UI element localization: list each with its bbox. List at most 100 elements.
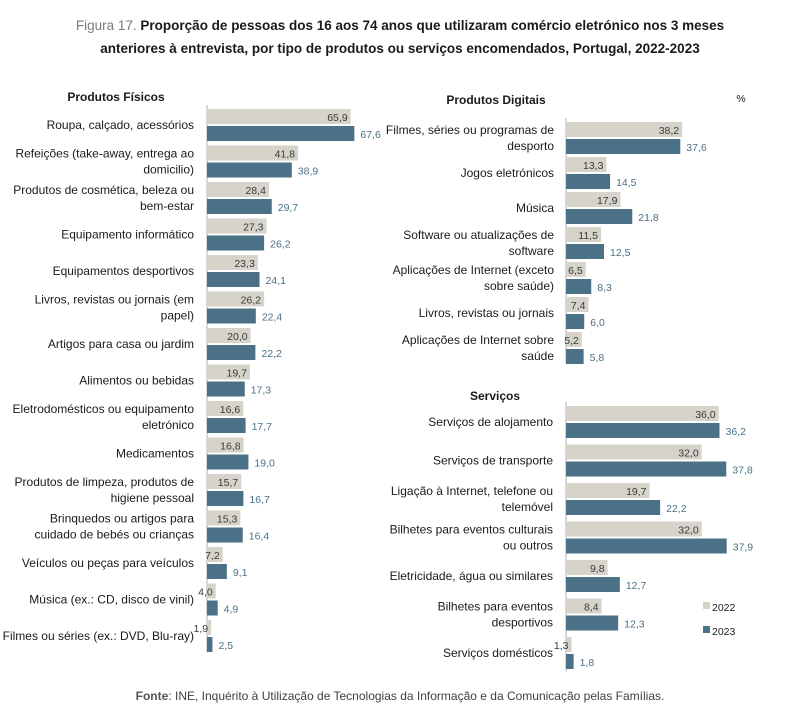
data-label-2022: 1,9 (194, 623, 209, 635)
category-label: higiene pessoal (111, 491, 194, 505)
category-label: Ligação à Internet, telefone ou (391, 484, 553, 498)
bar-2023 (566, 174, 611, 189)
figure-title: Figura 17. Proporção de pessoas dos 16 a… (20, 14, 780, 60)
data-label-2023: 36,2 (725, 426, 746, 438)
bar-2022 (207, 620, 212, 635)
category-label: eletrónico (142, 418, 194, 432)
bar-2022 (207, 437, 244, 453)
bar-2022 (566, 122, 683, 137)
data-label-2023: 16,4 (249, 531, 270, 543)
category-label: Brinquedos ou artigos para (50, 512, 194, 526)
bar-2023 (566, 654, 574, 669)
bar-2023 (566, 500, 661, 515)
unit-label: % (736, 93, 745, 105)
category-label: Equipamentos desportivos (53, 264, 194, 278)
data-label-2022: 9,8 (590, 563, 605, 575)
panel-title-1: Produtos Físicos (67, 90, 165, 104)
data-label-2022: 20,0 (227, 331, 248, 343)
bar-2022 (207, 364, 250, 380)
data-label-2023: 38,9 (298, 166, 319, 178)
data-label-2022: 26,2 (241, 295, 262, 307)
data-label-2023: 14,5 (616, 177, 637, 189)
category-label: Filmes, séries ou programas de (386, 123, 554, 137)
bar-2023 (207, 491, 244, 506)
data-label-2022: 13,3 (583, 160, 604, 172)
bar-2023 (566, 139, 681, 154)
category-label: Música (516, 201, 554, 215)
bar-2023 (566, 314, 585, 329)
bar-2022 (566, 598, 602, 614)
category-label: Bilhetes para eventos (438, 600, 553, 614)
category-label: Filmes ou séries (ex.: DVD, Blu-ray) (3, 629, 194, 643)
legend-label-2022: 2022 (712, 602, 736, 614)
data-label-2023: 37,6 (686, 142, 707, 154)
data-label-2022: 36,0 (695, 409, 716, 421)
data-label-2023: 24,1 (266, 275, 287, 287)
data-label-2022: 32,0 (678, 448, 699, 460)
data-label-2022: 15,3 (217, 514, 238, 526)
data-label-2022: 16,6 (220, 404, 241, 416)
bar-2023 (207, 637, 213, 652)
bar-2023 (566, 244, 604, 259)
bar-2023 (207, 527, 243, 543)
category-label: desporto (507, 139, 554, 153)
data-label-2023: 22,2 (261, 348, 282, 360)
source-note: Fonte: INE, Inquérito à Utilização de Te… (0, 689, 800, 703)
category-label: bem-estar (140, 199, 194, 213)
data-label-2022: 5,2 (564, 335, 579, 347)
bar-2022 (566, 483, 650, 498)
bar-2023 (207, 454, 249, 470)
bar-2022 (207, 474, 242, 489)
bar-2022 (566, 297, 589, 312)
category-label: Livros, revistas ou jornais (419, 306, 554, 320)
data-label-2022: 38,2 (659, 125, 680, 137)
data-label-2022: 15,7 (218, 477, 239, 489)
category-label: Veículos ou peças para veículos (22, 556, 194, 570)
data-label-2023: 67,6 (360, 129, 381, 141)
bar-2022 (566, 332, 582, 347)
data-label-2022: 27,3 (243, 222, 264, 234)
category-label: sobre saúde) (484, 279, 554, 293)
data-label-2022: 16,8 (220, 441, 241, 453)
data-label-2022: 32,0 (678, 525, 699, 537)
bar-2022 (566, 521, 702, 537)
bar-2022 (207, 291, 265, 307)
data-label-2023: 2,5 (218, 640, 233, 652)
panel-title-2: Produtos Digitais (446, 93, 546, 107)
data-label-2022: 41,8 (275, 149, 296, 161)
bar-2023 (566, 349, 584, 364)
data-label-2022: 7,2 (205, 550, 220, 562)
data-label-2022: 11,5 (578, 230, 598, 242)
bar-2023 (566, 209, 633, 224)
bar-2023 (207, 162, 292, 178)
data-label-2023: 6,0 (590, 317, 605, 329)
category-label: software (509, 244, 555, 258)
data-label-2023: 12,7 (626, 580, 647, 592)
bar-2022 (207, 401, 244, 416)
category-label: domicilio) (143, 163, 194, 177)
category-label: Refeições (take-away, entrega ao (15, 147, 194, 161)
category-label: Livros, revistas ou jornais (em (35, 293, 194, 307)
figure-title-line1: Proporção de pessoas dos 16 aos 74 anos … (140, 18, 725, 33)
bar-2022 (566, 444, 702, 460)
legend-swatch-2022 (703, 602, 710, 609)
bar-2023 (207, 381, 245, 397)
category-label: Serviços domésticos (443, 646, 553, 660)
data-label-2023: 17,3 (251, 385, 272, 397)
bar-2023 (566, 461, 727, 477)
bar-2022 (207, 182, 269, 197)
legend-label-2023: 2023 (712, 626, 736, 638)
bar-2022 (207, 109, 351, 124)
category-label: Eletricidade, água ou similares (390, 569, 553, 583)
bar-2023 (207, 308, 256, 324)
category-label: Serviços de alojamento (428, 415, 553, 429)
data-label-2023: 4,9 (224, 604, 239, 616)
category-label: papel) (161, 309, 194, 323)
category-label: telemóvel (502, 500, 553, 514)
category-label: Bilhetes para eventos culturais (390, 523, 553, 537)
data-label-2022: 4,0 (198, 587, 213, 599)
bar-2022 (207, 328, 251, 343)
data-label-2022: 65,9 (327, 112, 348, 124)
bar-2022 (207, 255, 258, 270)
